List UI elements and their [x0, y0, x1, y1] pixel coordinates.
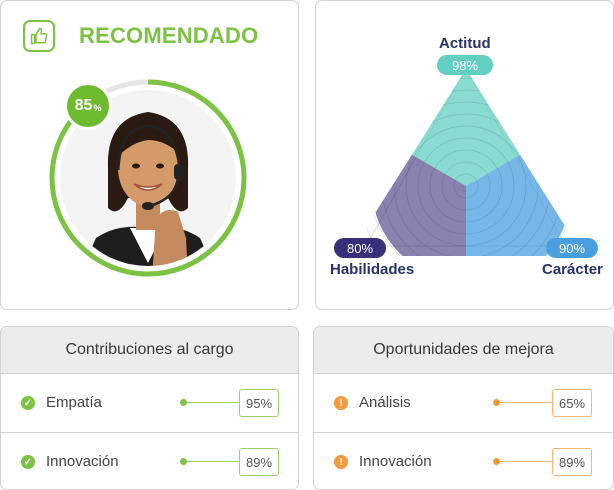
- row-connector: [496, 461, 554, 462]
- contributions-card: Contribuciones al cargo ✓ Empatía 95% ✓ …: [0, 326, 299, 490]
- radar-ring: [453, 173, 479, 199]
- row-value: 89%: [239, 448, 279, 476]
- check-circle-icon: ✓: [21, 455, 35, 469]
- radar-chart: [357, 67, 575, 256]
- row-value: 65%: [552, 389, 592, 417]
- row-value: 89%: [552, 448, 592, 476]
- customer-service-agent-photo: [60, 90, 236, 266]
- score-ring: [49, 79, 247, 277]
- radar-ring: [429, 149, 503, 223]
- axis-label-habilidades: Habilidades: [330, 261, 415, 278]
- radar-ring: [417, 137, 515, 235]
- row-value: 95%: [239, 389, 279, 417]
- row-label: Empatía: [46, 394, 102, 411]
- score-value: 85: [74, 97, 93, 114]
- opportunities-card: Oportunidades de mejora ! Análisis 65% !…: [313, 326, 614, 490]
- contributions-title: Contribuciones al cargo: [1, 327, 298, 374]
- row-label: Innovación: [46, 453, 119, 470]
- axis-label-actitud: Actitud: [439, 35, 491, 52]
- row-dot: [180, 399, 187, 406]
- table-row: ! Análisis 65%: [314, 374, 613, 433]
- exclamation-circle-icon: !: [334, 396, 348, 410]
- axis-value-caracter: 90%: [546, 238, 598, 258]
- row-connector: [496, 402, 554, 403]
- radar-ring: [405, 125, 527, 247]
- avatar: [48, 78, 248, 278]
- axis-value-habilidades: 80%: [334, 238, 386, 258]
- exclamation-circle-icon: !: [334, 455, 348, 469]
- row-label: Análisis: [359, 394, 411, 411]
- check-circle-icon: ✓: [21, 396, 35, 410]
- table-row: ! Innovación 89%: [314, 433, 613, 489]
- table-row: ✓ Innovación 89%: [1, 433, 298, 489]
- row-dot: [180, 458, 187, 465]
- row-label: Innovación: [359, 453, 432, 470]
- opportunities-title: Oportunidades de mejora: [314, 327, 613, 374]
- radar-ring: [441, 161, 491, 211]
- table-row: ✓ Empatía 95%: [1, 374, 298, 433]
- radar-ring: [393, 113, 539, 256]
- row-connector: [183, 461, 241, 462]
- radar-sector-actitud: [365, 70, 567, 186]
- axis-label-caracter: Carácter: [542, 261, 603, 278]
- row-connector: [183, 402, 241, 403]
- thumbs-up-icon: [23, 20, 55, 52]
- recommendation-card: RECOMENDADO: [0, 0, 299, 310]
- radar-card: Actitud 98% Habilidades 80% Carácter 90%: [315, 0, 614, 310]
- axis-value-actitud: 98%: [437, 55, 493, 75]
- score-badge: 85%: [64, 82, 112, 130]
- recommendation-title: RECOMENDADO: [79, 23, 259, 48]
- recommendation-header: RECOMENDADO: [23, 20, 258, 52]
- score-percent-symbol: %: [93, 102, 102, 113]
- row-dot: [493, 458, 500, 465]
- row-dot: [493, 399, 500, 406]
